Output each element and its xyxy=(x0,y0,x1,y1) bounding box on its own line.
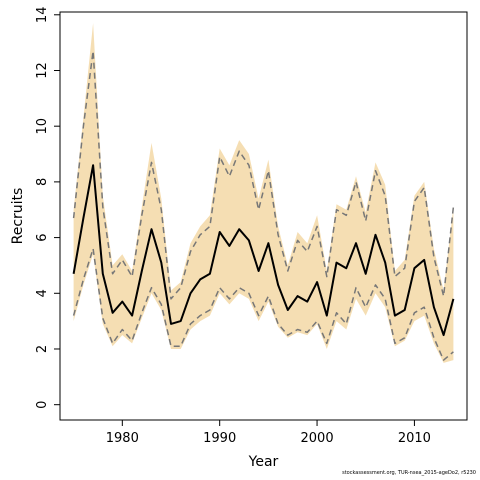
series-line-estimate xyxy=(72,164,455,337)
y-tick-label: 14 xyxy=(35,7,50,24)
y-tick-label: 10 xyxy=(35,118,50,135)
y-tick-label: 6 xyxy=(35,233,50,241)
x-tick-label: 2010 xyxy=(398,431,431,446)
axis-layer: 1980 1990 2000 2010 0 2 4 6 8 10 12 14 xyxy=(35,7,431,446)
series-layer xyxy=(72,50,455,361)
x-tick-label: 2000 xyxy=(301,431,334,446)
y-tick-label: 2 xyxy=(35,345,50,353)
x-tick-label: 1990 xyxy=(203,431,236,446)
y-tick-label: 0 xyxy=(35,401,50,409)
source-footnote: stockassessment.org, TUR-nsea_2015-ageDo… xyxy=(342,470,476,476)
series-line-interval-lower xyxy=(72,247,454,361)
y-tick-label: 8 xyxy=(35,178,50,186)
plot-frame xyxy=(59,11,468,421)
y-tick-label: 4 xyxy=(35,289,50,297)
x-tick-label: 1980 xyxy=(106,431,139,446)
y-tick-label: 12 xyxy=(35,62,50,79)
y-axis-title: Recruits xyxy=(10,188,26,245)
x-axis-title: Year xyxy=(248,454,279,470)
